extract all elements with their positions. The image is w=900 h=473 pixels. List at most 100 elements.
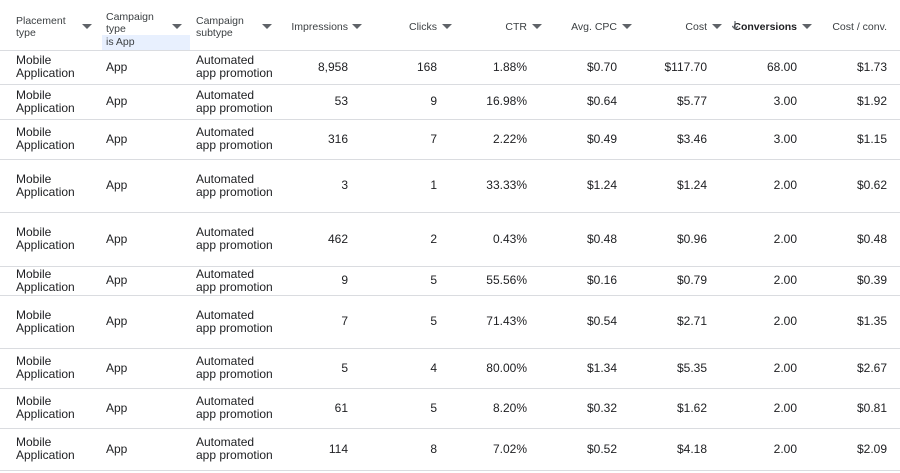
table-cell: $0.32 [586,400,617,415]
table-cell: $1.24 [586,178,617,192]
row-divider [0,348,900,349]
table-cell: Mobile Application [16,354,75,381]
table-cell: 33.33% [486,178,527,192]
table-cell: $1.34 [586,360,617,375]
column-header[interactable]: Cost / conv. [832,21,887,33]
table-cell: 5 [430,314,437,328]
table-cell: $0.79 [676,273,707,287]
table-cell: 9 [430,94,437,108]
dropdown-arrow[interactable] [82,24,92,30]
table-cell: Automated app promotion [196,53,273,80]
table-cell: Automated app promotion [196,354,273,381]
column-header[interactable]: Avg. CPC [571,21,617,33]
table-cell: App [106,314,128,328]
dropdown-arrow[interactable] [172,24,182,30]
table-cell: $2.09 [856,441,887,456]
row-divider [0,159,900,160]
table-cell: $0.81 [856,400,887,415]
table-cell: 4 [430,360,437,375]
dropdown-arrow[interactable] [532,24,542,30]
column-header[interactable]: Campaign subtype [196,15,244,39]
dropdown-arrow[interactable] [712,24,722,30]
table-cell: 2.00 [773,441,797,456]
table-cell: 80.00% [486,360,527,375]
table-cell: Mobile Application [16,171,75,199]
table-cell: Mobile Application [16,53,75,80]
table-cell: App [106,94,128,108]
table-cell: $0.96 [676,231,707,246]
row-divider [0,212,900,213]
sort-icon [732,21,739,30]
table-cell: $2.71 [676,314,707,328]
table-cell: 5 [430,273,437,287]
table-cell: $5.35 [676,360,707,375]
table-cell: $2.67 [856,360,887,375]
filter-chip[interactable]: is App [102,35,190,50]
table-cell: 2.00 [773,360,797,375]
table-cell: 2.00 [773,178,797,192]
table-cell: Mobile Application [16,87,75,115]
table-cell: 68.00 [766,59,797,74]
column-header[interactable]: CTR [505,21,527,33]
column-header[interactable]: Impressions [291,21,348,33]
table-cell: $0.48 [856,231,887,246]
row-divider [0,295,900,296]
table-cell: 1.88% [492,59,527,74]
table-cell: App [106,231,128,246]
column-header[interactable]: Campaign type [106,11,154,35]
table-cell: 0.43% [492,231,527,246]
row-divider [0,84,900,85]
table-cell: $0.70 [586,59,617,74]
column-header[interactable]: Cost [685,21,707,33]
table-cell: $1.73 [856,59,887,74]
table-cell: $1.35 [856,314,887,328]
table-cell: 3 [341,178,348,192]
dropdown-arrow[interactable] [622,24,632,30]
table-cell: $0.49 [586,131,617,146]
table-cell: 114 [328,441,348,456]
table-cell: Automated app promotion [196,266,273,294]
table-cell: Mobile Application [16,266,75,294]
table-cell: 2.00 [773,314,797,328]
table-cell: Automated app promotion [196,125,273,152]
table-cell: 53 [334,94,348,108]
table-cell: $5.77 [676,94,707,108]
table-cell: $1.24 [676,178,707,192]
table-cell: $0.52 [586,441,617,456]
table-cell: $0.64 [586,94,617,108]
table-cell: 7.02% [492,441,527,456]
row-divider [0,388,900,389]
table-cell: App [106,59,128,74]
table-cell: 2.22% [492,131,527,146]
row-divider [0,470,900,471]
table-cell: Automated app promotion [196,225,273,252]
table-cell: App [106,178,128,192]
table-cell: $1.62 [676,400,707,415]
dropdown-arrow[interactable] [442,24,452,30]
table-cell: Mobile Application [16,435,75,462]
dropdown-arrow[interactable] [262,24,272,30]
table-cell: $4.18 [676,441,707,456]
table-cell: 61 [334,400,348,415]
table-cell: $1.92 [856,94,887,108]
dropdown-arrow[interactable] [802,24,812,30]
row-divider [0,50,900,51]
table-cell: App [106,400,128,415]
table-cell: Automated app promotion [196,394,273,421]
row-divider [0,266,900,267]
table-cell: $0.16 [586,273,617,287]
table-cell: 5 [341,360,348,375]
column-header[interactable]: Conversions [733,21,797,33]
column-header[interactable]: Placement type [16,15,66,39]
table-cell: Automated app promotion [196,87,273,115]
column-header[interactable]: Clicks [409,21,437,33]
table-cell: $0.39 [856,273,887,287]
table-cell: 2.00 [773,273,797,287]
table-cell: Automated app promotion [196,171,273,199]
table-cell: Mobile Application [16,125,75,152]
dropdown-arrow[interactable] [352,24,362,30]
table-cell: Mobile Application [16,225,75,252]
row-divider [0,119,900,120]
table-cell: App [106,441,128,456]
